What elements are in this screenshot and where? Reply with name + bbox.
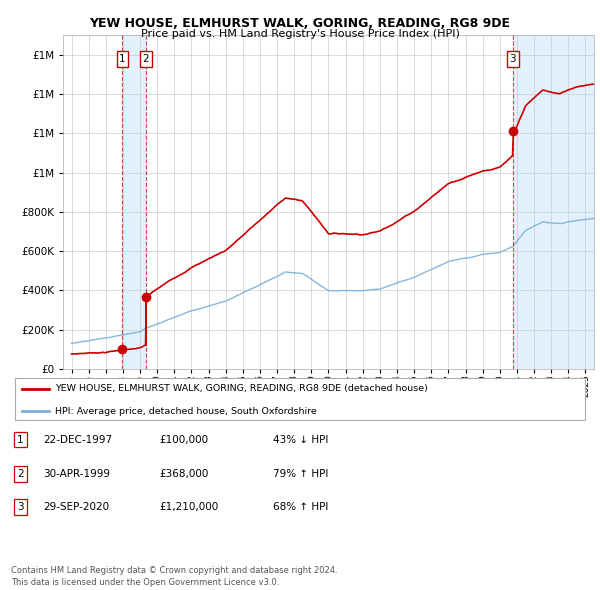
Text: 2: 2	[17, 469, 24, 478]
Text: Price paid vs. HM Land Registry's House Price Index (HPI): Price paid vs. HM Land Registry's House …	[140, 29, 460, 39]
Text: 1: 1	[119, 54, 126, 64]
Text: 68% ↑ HPI: 68% ↑ HPI	[273, 503, 328, 512]
Bar	[122, 35, 146, 369]
Text: £1,210,000: £1,210,000	[159, 503, 218, 512]
Text: 2: 2	[142, 54, 149, 64]
Text: 29-SEP-2020: 29-SEP-2020	[43, 503, 109, 512]
Text: 30-APR-1999: 30-APR-1999	[43, 469, 110, 478]
Text: 1: 1	[17, 435, 24, 444]
Text: 43% ↓ HPI: 43% ↓ HPI	[273, 435, 328, 444]
Text: £368,000: £368,000	[159, 469, 208, 478]
Text: 3: 3	[509, 54, 516, 64]
Text: £100,000: £100,000	[159, 435, 208, 444]
Text: Contains HM Land Registry data © Crown copyright and database right 2024.
This d: Contains HM Land Registry data © Crown c…	[11, 566, 337, 587]
Text: 79% ↑ HPI: 79% ↑ HPI	[273, 469, 328, 478]
Text: YEW HOUSE, ELMHURST WALK, GORING, READING, RG8 9DE (detached house): YEW HOUSE, ELMHURST WALK, GORING, READIN…	[55, 384, 428, 393]
Bar	[512, 35, 594, 369]
Text: HPI: Average price, detached house, South Oxfordshire: HPI: Average price, detached house, Sout…	[55, 407, 317, 416]
Text: 3: 3	[17, 503, 24, 512]
Text: YEW HOUSE, ELMHURST WALK, GORING, READING, RG8 9DE: YEW HOUSE, ELMHURST WALK, GORING, READIN…	[89, 17, 511, 30]
FancyBboxPatch shape	[15, 378, 585, 420]
Text: 22-DEC-1997: 22-DEC-1997	[43, 435, 112, 444]
